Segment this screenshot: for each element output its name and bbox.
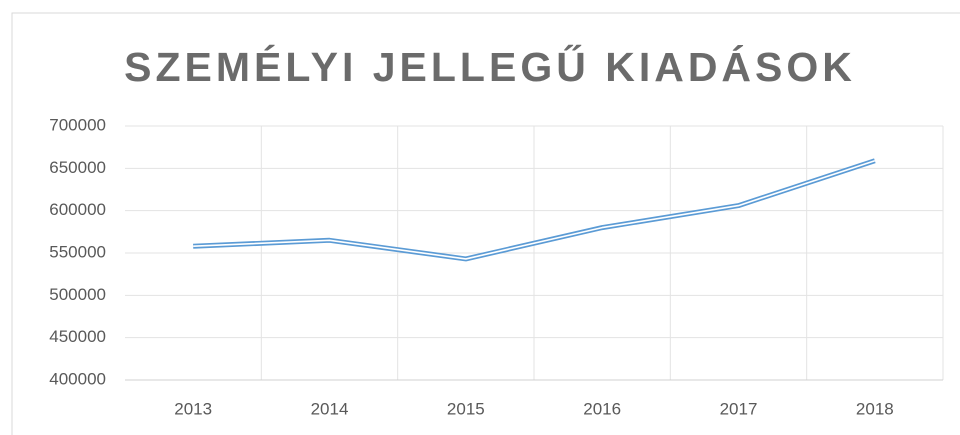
y-tick-label: 700000 — [49, 115, 106, 134]
x-tick-label: 2016 — [583, 399, 621, 418]
y-tick-label: 450000 — [49, 327, 106, 346]
chart-title: SZEMÉLYI JELLEGŰ KIADÁSOK — [124, 44, 856, 90]
y-tick-label: 600000 — [49, 200, 106, 219]
line-inner — [193, 159, 876, 260]
x-tick-label: 2018 — [856, 399, 894, 418]
y-tick-label: 500000 — [49, 285, 106, 304]
y-tick-label: 650000 — [49, 158, 106, 177]
x-tick-label: 2017 — [720, 399, 758, 418]
x-tick-label: 2015 — [447, 399, 485, 418]
chart-border — [11, 12, 960, 435]
y-tick-label: 550000 — [49, 242, 106, 261]
x-tick-label: 2014 — [311, 399, 349, 418]
y-tick-label: 400000 — [49, 369, 106, 388]
x-tick-label: 2013 — [174, 399, 212, 418]
